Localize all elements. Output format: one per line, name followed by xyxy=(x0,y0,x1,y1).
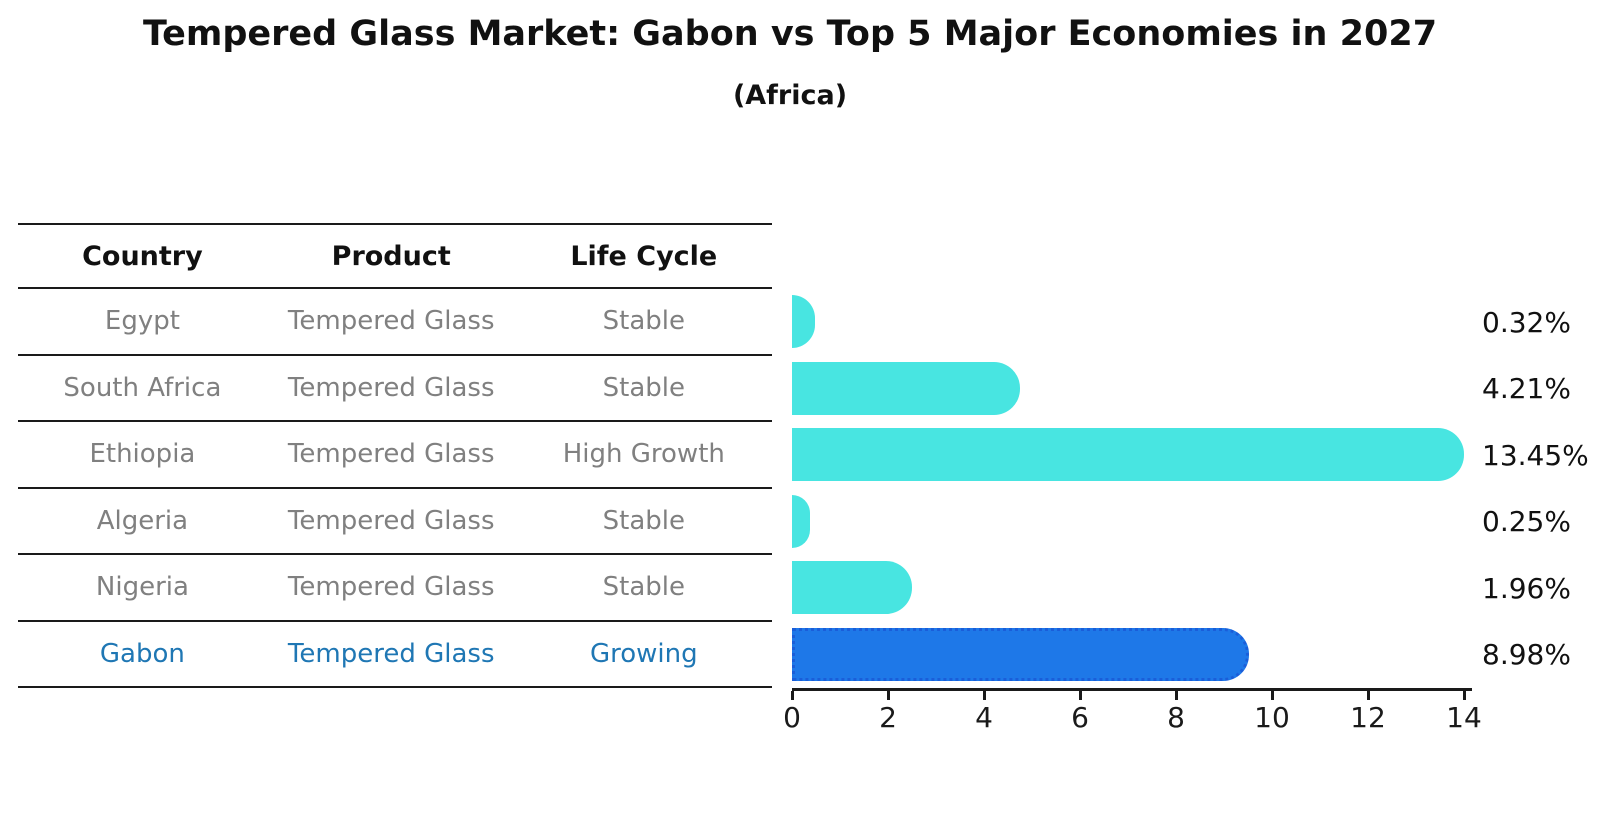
table-cell-life-cycle: Stable xyxy=(602,505,685,536)
table-header-life-cycle: Life Cycle xyxy=(570,240,718,272)
table-row: South Africa Tempered Glass Stable xyxy=(18,356,772,422)
bar-south-africa xyxy=(792,361,1021,415)
bar-plot-area xyxy=(792,289,1504,688)
x-axis-tick-label: 14 xyxy=(1446,701,1482,734)
table-cell-country: Egypt xyxy=(104,306,180,337)
x-axis-tick xyxy=(1463,691,1466,700)
table-row: Nigeria Tempered Glass Stable xyxy=(18,555,772,622)
table-header-country: Country xyxy=(82,240,203,272)
x-axis-tick-label: 0 xyxy=(783,701,801,734)
table-header-product: Product xyxy=(331,240,451,272)
country-table: Country Product Life Cycle Egypt Tempere… xyxy=(18,223,772,688)
table-cell-life-cycle: High Growth xyxy=(562,439,725,470)
table-row: Gabon Tempered Glass Growing xyxy=(18,622,772,688)
table-cell-country: Gabon xyxy=(99,638,185,669)
bar-nigeria xyxy=(792,561,913,614)
table-cell-country: Nigeria xyxy=(95,572,189,603)
x-axis-tick xyxy=(887,691,890,700)
table-cell-product: Tempered Glass xyxy=(287,372,495,403)
bar-value-labels: 0.32% 4.21% 13.45% 0.25% 1.96% 8.98% xyxy=(1482,289,1602,688)
bar-row xyxy=(792,555,1504,622)
bar-ethiopia xyxy=(792,428,1464,481)
table-cell-country: South Africa xyxy=(63,372,222,403)
table-row: Algeria Tempered Glass Stable xyxy=(18,489,772,555)
bar-gabon xyxy=(792,627,1250,681)
bar-value-label: 0.25% xyxy=(1482,505,1571,539)
bar-value-label: 8.98% xyxy=(1482,638,1571,672)
table-cell-life-cycle: Stable xyxy=(602,306,685,337)
table-cell-life-cycle: Stable xyxy=(602,372,685,403)
x-axis-tick-label: 4 xyxy=(975,701,993,734)
table-cell-country: Algeria xyxy=(96,505,189,536)
x-axis-tick-label: 8 xyxy=(1167,701,1185,734)
bar-value-label: 4.21% xyxy=(1482,372,1571,406)
table-cell-life-cycle: Stable xyxy=(602,572,685,603)
table-header-row: Country Product Life Cycle xyxy=(18,223,772,289)
x-axis-tick-label: 12 xyxy=(1350,701,1386,734)
table-body: Egypt Tempered Glass Stable South Africa… xyxy=(18,289,772,688)
bar-value-label: 0.32% xyxy=(1482,305,1571,339)
x-axis: 0 2 4 6 8 10 12 14 xyxy=(783,688,1482,734)
x-axis-tick xyxy=(1079,691,1082,700)
chart-title: Tempered Glass Market: Gabon vs Top 5 Ma… xyxy=(142,14,1438,54)
table-cell-product: Tempered Glass xyxy=(287,505,495,536)
bar-row xyxy=(792,422,1504,489)
x-axis-tick xyxy=(1367,691,1370,700)
table-cell-product: Tempered Glass xyxy=(287,439,495,470)
x-axis-tick xyxy=(983,691,986,700)
bar-egypt xyxy=(792,295,816,348)
x-axis-tick-label: 2 xyxy=(879,701,897,734)
table-row: Egypt Tempered Glass Stable xyxy=(18,289,772,356)
bar-row xyxy=(792,356,1504,423)
chart-subtitle: (Africa) xyxy=(732,80,848,111)
table-cell-product: Tempered Glass xyxy=(287,572,495,603)
bar-algeria xyxy=(792,494,810,548)
x-axis-tick-label: 10 xyxy=(1254,701,1290,734)
bar-value-label: 1.96% xyxy=(1482,571,1571,605)
table-row: Ethiopia Tempered Glass High Growth xyxy=(18,422,772,489)
bar-row xyxy=(792,289,1504,356)
x-axis-tick xyxy=(1175,691,1178,700)
bar-value-label: 13.45% xyxy=(1482,438,1589,472)
bar-row xyxy=(792,489,1504,556)
table-cell-product: Tempered Glass xyxy=(287,306,495,337)
table-cell-life-cycle: Growing xyxy=(589,638,698,669)
x-axis-tick-label: 6 xyxy=(1071,701,1089,734)
table-cell-product: Tempered Glass xyxy=(287,638,495,669)
x-axis-tick xyxy=(1271,691,1274,700)
table-cell-country: Ethiopia xyxy=(89,439,196,470)
x-axis-tick xyxy=(791,691,794,700)
bar-row xyxy=(792,622,1504,689)
